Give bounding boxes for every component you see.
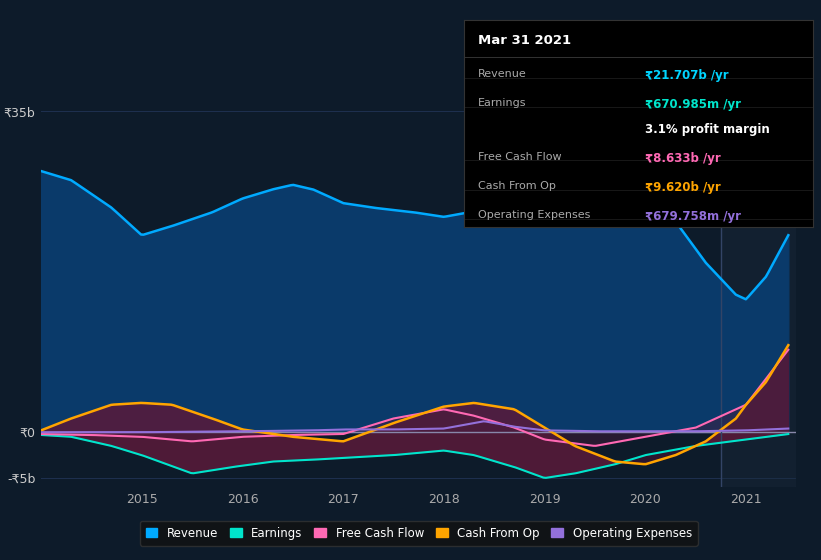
- Text: Cash From Op: Cash From Op: [478, 181, 556, 191]
- Text: Operating Expenses: Operating Expenses: [478, 210, 590, 220]
- Text: 3.1% profit margin: 3.1% profit margin: [645, 123, 770, 136]
- Text: ₹21.707b /yr: ₹21.707b /yr: [645, 69, 729, 82]
- Text: Free Cash Flow: Free Cash Flow: [478, 152, 562, 162]
- Bar: [721, 84, 796, 487]
- Legend: Revenue, Earnings, Free Cash Flow, Cash From Op, Operating Expenses: Revenue, Earnings, Free Cash Flow, Cash …: [140, 521, 698, 546]
- Text: ₹8.633b /yr: ₹8.633b /yr: [645, 152, 721, 165]
- Text: ₹679.758m /yr: ₹679.758m /yr: [645, 210, 741, 223]
- Text: ₹670.985m /yr: ₹670.985m /yr: [645, 99, 741, 111]
- Text: Revenue: Revenue: [478, 69, 526, 80]
- Text: Mar 31 2021: Mar 31 2021: [478, 34, 571, 47]
- Text: Earnings: Earnings: [478, 99, 526, 108]
- Text: ₹9.620b /yr: ₹9.620b /yr: [645, 181, 721, 194]
